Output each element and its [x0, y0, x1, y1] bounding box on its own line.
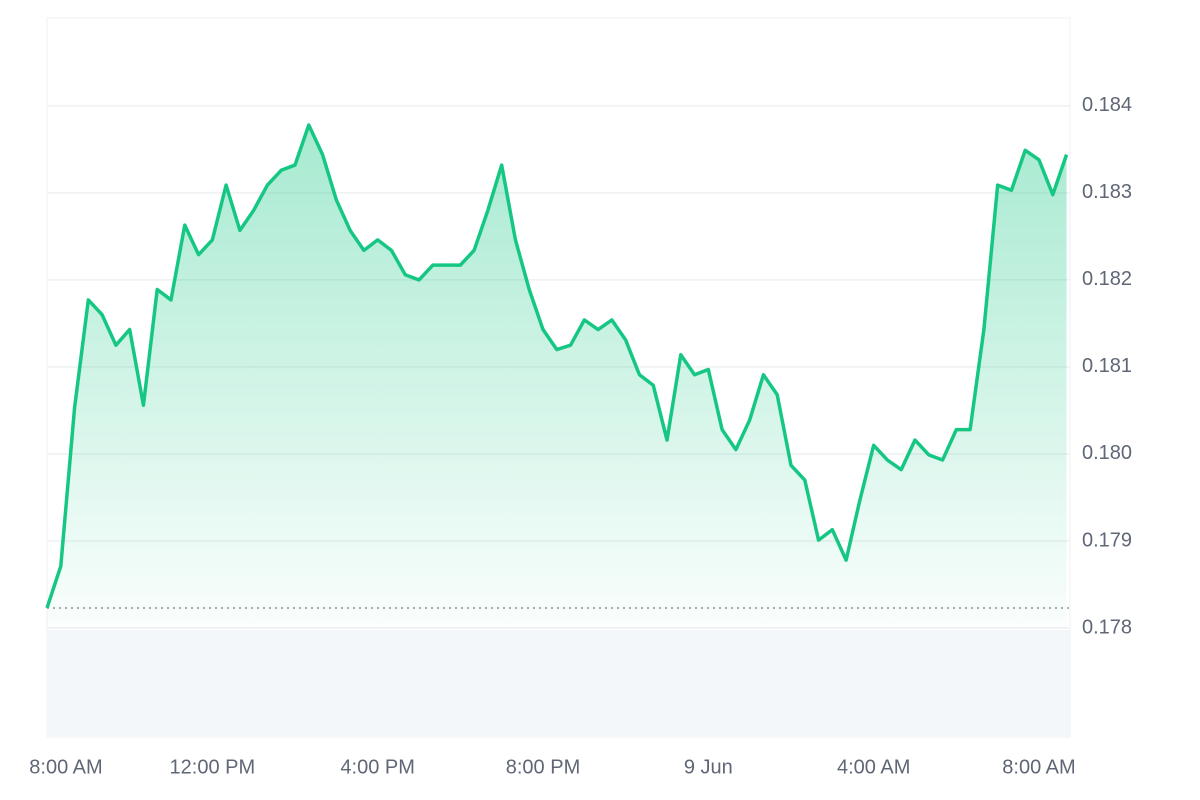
y-tick-label: 0.182	[1082, 268, 1132, 290]
x-tick-label: 8:00 PM	[506, 756, 580, 778]
x-tick-label: 4:00 PM	[340, 756, 414, 778]
y-tick-label: 0.179	[1082, 529, 1132, 551]
x-tick-label: 9 Jun	[684, 756, 733, 778]
volume-panel	[47, 630, 1070, 737]
y-tick-label: 0.178	[1082, 616, 1132, 638]
y-tick-label: 0.183	[1082, 181, 1132, 203]
y-tick-label: 0.181	[1082, 355, 1132, 377]
x-tick-label: 12:00 PM	[170, 756, 256, 778]
x-tick-label: 8:00 AM	[29, 756, 102, 778]
price-line	[45, 123, 1069, 609]
y-tick-label: 0.180	[1082, 442, 1132, 464]
y-tick-label: 0.184	[1082, 94, 1132, 116]
area	[47, 125, 1067, 628]
x-tick-label: 4:00 AM	[837, 756, 910, 778]
x-tick-label: 8:00 AM	[1002, 756, 1075, 778]
